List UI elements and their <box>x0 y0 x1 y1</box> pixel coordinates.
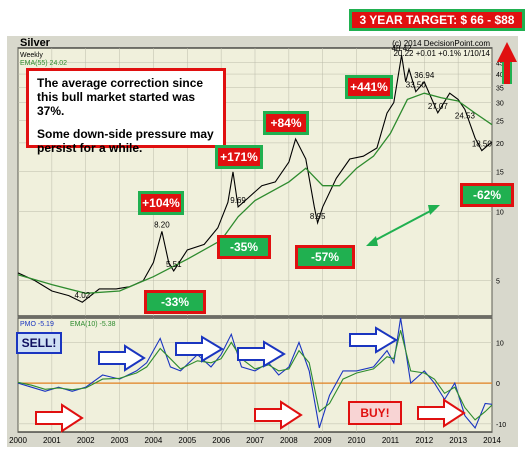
buy-signal: BUY! <box>348 401 402 425</box>
x-tick-label: 2008 <box>280 436 298 445</box>
price-tick-label: 20 <box>496 141 504 148</box>
up-arrow-icon <box>497 42 517 84</box>
gain-tag-171: +171% <box>215 145 263 169</box>
loss-tag-62: -62% <box>460 183 514 207</box>
target-banner: 3 YEAR TARGET: $ 66 - $88 <box>349 9 525 31</box>
x-tick-label: 2007 <box>246 436 264 445</box>
pmo-tick-label: -10 <box>496 422 506 429</box>
price-data-label: 24.53 <box>455 112 476 121</box>
price-tick-label: 35 <box>496 85 504 92</box>
price-tick-label: 5 <box>496 279 500 286</box>
chart-subtitle: Weekly <box>20 52 43 59</box>
blue-arrow-icon <box>175 335 224 363</box>
pmo-legend: PMO -5.19 <box>20 321 54 328</box>
pmo-axis-ticks: -10 0 10 <box>496 340 506 428</box>
price-tick-label: 40 <box>496 72 504 79</box>
price-data-label: 4.02 <box>75 291 91 300</box>
price-tick-label: 45 <box>496 60 504 67</box>
note-line-2: Some down-side pressure may persist for … <box>37 127 214 155</box>
x-tick-label: 2009 <box>314 436 332 445</box>
sell-signal: SELL! <box>16 332 62 354</box>
ema55-line <box>17 92 493 294</box>
loss-tag-33: -33% <box>144 290 206 314</box>
price-tick-label: 25 <box>496 119 504 126</box>
price-data-label: 36.94 <box>414 71 435 80</box>
copyright-label: (c) 2014 DecisionPoint.com <box>392 39 490 48</box>
price-data-label: 8.20 <box>154 220 170 229</box>
x-tick-label: 2013 <box>449 436 467 445</box>
gain-tag-104: +104% <box>138 191 184 215</box>
price-data-label: 18.50 <box>472 140 493 149</box>
x-tick-label: 2011 <box>382 436 400 445</box>
price-data-label: 5.51 <box>166 260 182 269</box>
loss-tag-35: -35% <box>217 235 271 259</box>
x-tick-label: 2003 <box>111 436 129 445</box>
right-axis-ticks: 5 10 15 20 25 30 35 40 45 <box>496 60 504 285</box>
double-arrow-icon <box>366 205 440 246</box>
x-tick-label: 2002 <box>77 436 95 445</box>
price-data-label: 27.07 <box>428 102 449 111</box>
x-tick-label: 2006 <box>212 436 230 445</box>
pmo-ema-line <box>17 330 493 421</box>
x-tick-label: 2014 <box>483 436 501 445</box>
pmo-tick-label: 0 <box>496 381 500 388</box>
price-tick-label: 10 <box>496 210 504 217</box>
blue-arrow-icon <box>349 326 398 354</box>
price-series-group <box>17 55 493 303</box>
price-data-label: 9.69 <box>230 196 246 205</box>
ema-label: EMA(55) 24.02 <box>20 60 67 67</box>
x-tick-label: 2005 <box>178 436 196 445</box>
price-data-label: 33.50 <box>406 81 427 90</box>
loss-tag-57: -57% <box>295 245 355 269</box>
x-tick-label: 2012 <box>415 436 433 445</box>
blue-arrow-icon <box>237 340 286 368</box>
x-tick-label: 2004 <box>145 436 163 445</box>
price-data-label: 8.95 <box>310 212 326 221</box>
x-axis-ticks: 2000 2001 2002 2003 2004 2005 2006 2007 2008 2009… <box>9 436 501 445</box>
x-tick-label: 2000 <box>9 436 27 445</box>
gain-tag-84: +84% <box>263 111 309 135</box>
price-tick-label: 15 <box>496 169 504 176</box>
note-line-1: The average correction since this bull m… <box>37 76 204 118</box>
pmo-series-group <box>17 317 493 429</box>
price-data-label: 48.42 <box>392 44 413 53</box>
price-tick-label: 30 <box>496 101 504 108</box>
red-arrow-icon <box>417 398 466 428</box>
quote-label: 20.22 +0.01 +0.1% 1/10/14 <box>393 49 490 58</box>
pmo-ema-legend: EMA(10) -5.38 <box>70 321 116 328</box>
pmo-tick-label: 10 <box>496 340 504 347</box>
red-arrow-icon <box>35 403 84 433</box>
correction-note: The average correction since this bull m… <box>26 68 226 155</box>
x-tick-label: 2001 <box>43 436 61 445</box>
red-arrow-icon <box>254 400 303 430</box>
gain-tag-441: +441% <box>345 75 393 99</box>
x-tick-label: 2010 <box>348 436 366 445</box>
chart-title: Silver <box>20 37 51 49</box>
blue-arrow-icon <box>98 344 146 372</box>
